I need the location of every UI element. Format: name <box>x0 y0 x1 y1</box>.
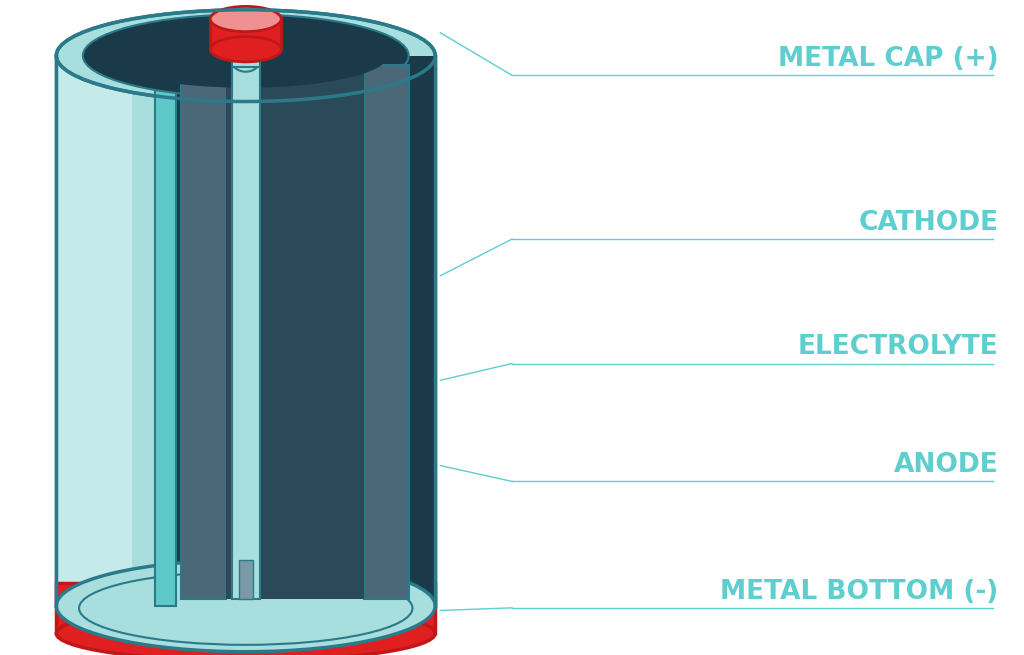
Ellipse shape <box>103 24 388 88</box>
Ellipse shape <box>83 14 409 97</box>
Ellipse shape <box>79 571 413 645</box>
Text: ELECTROLYTE: ELECTROLYTE <box>798 334 998 360</box>
FancyBboxPatch shape <box>210 19 282 49</box>
FancyBboxPatch shape <box>56 583 435 633</box>
FancyBboxPatch shape <box>181 65 226 599</box>
FancyBboxPatch shape <box>56 56 435 606</box>
Ellipse shape <box>56 560 435 652</box>
FancyBboxPatch shape <box>239 560 253 599</box>
FancyBboxPatch shape <box>155 56 176 606</box>
FancyBboxPatch shape <box>231 60 260 599</box>
Ellipse shape <box>210 37 282 62</box>
FancyBboxPatch shape <box>226 65 364 599</box>
Ellipse shape <box>170 10 322 102</box>
Ellipse shape <box>231 49 260 72</box>
Ellipse shape <box>56 606 435 655</box>
Ellipse shape <box>56 10 435 102</box>
Text: METAL CAP (+): METAL CAP (+) <box>778 46 998 72</box>
FancyBboxPatch shape <box>56 56 132 606</box>
Ellipse shape <box>105 22 386 90</box>
Text: METAL BOTTOM (-): METAL BOTTOM (-) <box>720 578 998 605</box>
FancyBboxPatch shape <box>231 24 260 67</box>
FancyBboxPatch shape <box>155 56 435 606</box>
Text: CATHODE: CATHODE <box>858 210 998 236</box>
FancyBboxPatch shape <box>364 65 410 599</box>
Ellipse shape <box>210 7 282 31</box>
Text: ANODE: ANODE <box>894 452 998 478</box>
